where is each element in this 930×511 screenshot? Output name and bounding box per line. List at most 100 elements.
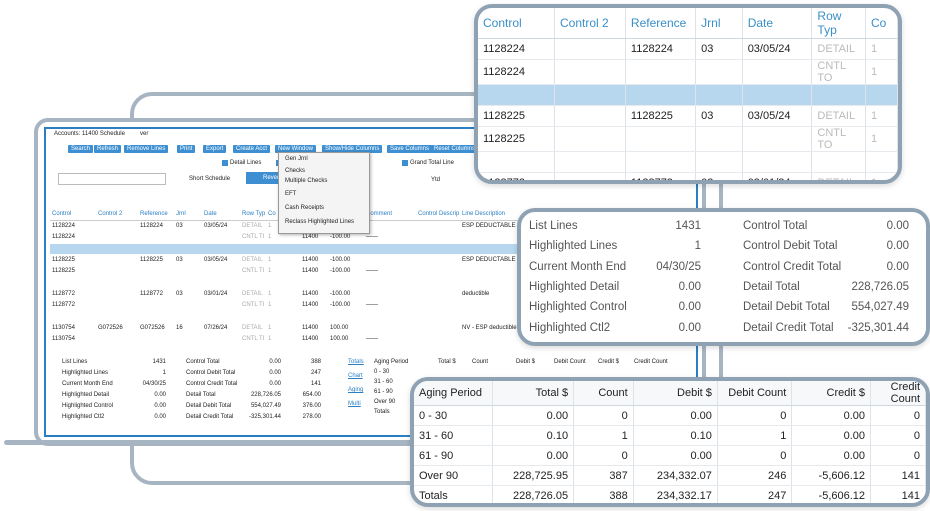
totals-value: 1431 [675, 220, 701, 232]
totals-label: Control Credit Total [743, 260, 842, 273]
grid-header: Jrnl [176, 211, 186, 217]
toolbar-button[interactable]: Export [203, 145, 227, 153]
laptop-base [4, 440, 704, 445]
grid-cell: 1128224 [625, 38, 697, 60]
toolbar-button[interactable]: Refresh [94, 145, 122, 153]
grid-cell: 03/05/24 [204, 223, 228, 229]
grid-cell: 1128224 [478, 59, 555, 85]
grid-cell [554, 126, 626, 152]
grid-cell: DETAIL [811, 38, 866, 60]
summary-value: 0.00 [154, 403, 166, 409]
search-box[interactable] [58, 173, 166, 185]
summary-label: Detail Total [186, 392, 216, 398]
grid-cell [554, 151, 626, 173]
aging-header: Debit $ [516, 359, 536, 365]
grid-cell: 1128224 [140, 223, 163, 229]
totals-label: Current Month End [529, 260, 627, 273]
grid-cell: 1128225 [478, 105, 555, 127]
aging-cell: 141 [870, 485, 926, 503]
grid-cell: 1130754 [52, 324, 75, 331]
toolbar-button[interactable]: Save Columns [387, 145, 433, 153]
grid-cell: 1128225 [52, 256, 75, 263]
totals-value: 0.00 [678, 280, 701, 293]
grid-cell: 11400 [302, 256, 319, 263]
grid-cell: 1 [865, 38, 898, 60]
short-schedule: Short Schedule [189, 176, 231, 182]
grid-cell: 03 [176, 290, 183, 297]
summary-value: 1431 [152, 359, 166, 365]
grid-cell: DETAIL [811, 105, 866, 127]
aging-cell: 0.10 [492, 425, 575, 446]
grid-cell: 03 [695, 105, 743, 127]
grid-cell: 1128772 [625, 172, 697, 180]
header-row: Control Control 2 Reference Jrnl Date Row Typ… [478, 8, 898, 39]
menu-item[interactable]: Checks [285, 168, 306, 174]
grid-cell: 1 [865, 172, 898, 180]
grid-cell: 1 [268, 234, 272, 241]
column-header: Debit Count [717, 381, 793, 406]
grid-cell [865, 84, 898, 106]
grid-cell: CNTL TO [811, 126, 866, 152]
toolbar-button[interactable]: Reset Columns [431, 145, 479, 153]
checkbox[interactable] [402, 160, 408, 166]
grid-cell: 1 [268, 324, 272, 331]
toolbar-button[interactable]: Search [68, 145, 94, 153]
checkbox[interactable] [222, 160, 228, 166]
aging-cell: Totals [414, 485, 493, 503]
window-extra: ver [140, 131, 149, 137]
grid-cell: DETAIL [811, 172, 866, 180]
grid-cell: 03 [695, 172, 743, 180]
aging-row: 61 - 90 0.00 0 0.00 0 0.00 0 [414, 445, 926, 466]
summary-link: Chart [348, 373, 363, 379]
toolbar-button[interactable]: Print [177, 145, 196, 153]
column-header: Row Typ [811, 8, 866, 39]
grid-cell [625, 126, 697, 152]
totals-label: Control Total [743, 220, 808, 232]
summary-link: Totals [348, 359, 364, 365]
grid-cell: DETAIL [242, 324, 263, 331]
header-row: Aging Period Total $ Count Debit $ Debit Cou… [414, 381, 926, 406]
summary-label: Control Debit Total [186, 370, 236, 376]
aging-cell: 0 [717, 445, 793, 466]
column-header: Credit $ [791, 381, 872, 406]
summary-value: 228,726.05 [250, 392, 281, 398]
totals-value: 0.00 [678, 301, 701, 314]
grid-cell: —— [366, 268, 378, 275]
summary-count: 278.00 [302, 414, 321, 420]
aging-cell: 31 - 60 [414, 425, 493, 446]
menu-item[interactable]: Reclass Highlighted Lines [285, 219, 355, 225]
grid-cell: CNTL TI [242, 302, 265, 309]
grid-header: Row Typ [242, 211, 266, 217]
grid-header: Control Descrip [418, 211, 460, 217]
toolbar-button[interactable]: Show/Hide Columns [322, 145, 383, 153]
grid-table: Control Control 2 Reference Jrnl Date Row Typ… [478, 8, 898, 180]
totals-label: Detail Debit Total [743, 301, 830, 314]
grid-cell: G072526 [98, 324, 123, 331]
toolbar-button[interactable]: New Window [275, 145, 317, 153]
grid-cell [811, 151, 866, 173]
grid-cell: 1128225 [478, 126, 555, 152]
grid-cell [695, 84, 743, 106]
grid-cell [554, 59, 626, 85]
grid-cell: -100.00 [330, 290, 351, 297]
toolbar-button[interactable]: Remove Lines [124, 145, 169, 153]
column-header: Control 2 [554, 8, 626, 39]
aging-cell: 234,332.07 [633, 465, 718, 486]
grid-cell [742, 59, 813, 85]
menu-item[interactable]: Cash Receipts [285, 205, 325, 211]
totals-label: Highlighted Ctl2 [529, 321, 611, 334]
grid-callout: Control Control 2 Reference Jrnl Date Row Typ… [474, 4, 902, 184]
menu-item[interactable]: Gen Jrnl [285, 156, 308, 162]
grid-cell: ESP DEDUCTABLE [462, 223, 516, 229]
grid-cell: 1 [268, 336, 272, 342]
toolbar-button[interactable]: Create Acct [233, 145, 271, 153]
menu-item[interactable]: Multiple Checks [285, 178, 328, 184]
grid-cell: ESP DEDUCTABLE [462, 256, 516, 263]
aging-row: 31 - 60 0.10 1 0.10 1 0.00 0 [414, 425, 926, 446]
aging-cell: 0.00 [791, 445, 872, 466]
grid-cell: 1128225 [140, 256, 163, 263]
grid-cell [554, 172, 626, 180]
grid-cell: DETAIL [242, 223, 263, 229]
menu-item[interactable]: EFT [285, 191, 297, 197]
